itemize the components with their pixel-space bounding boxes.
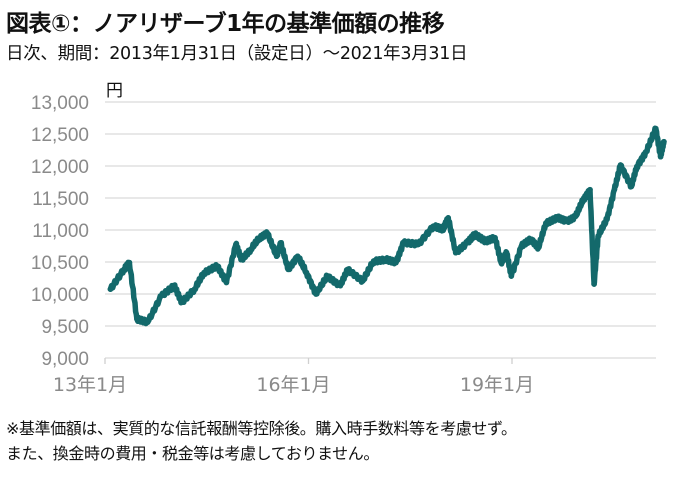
data-point [238, 256, 245, 263]
data-point [498, 259, 504, 266]
data-point [657, 153, 664, 160]
data-point [563, 218, 570, 225]
y-tick-label: 9,000 [41, 349, 89, 370]
data-point [178, 299, 185, 306]
data-point [294, 253, 301, 260]
data-point [126, 259, 133, 266]
data-point [580, 196, 587, 203]
data-point [277, 240, 284, 246]
data-point [359, 278, 366, 284]
data-point [617, 162, 624, 168]
data-point [248, 246, 254, 252]
data-point [324, 273, 331, 279]
y-tick-label: 12,500 [31, 125, 89, 146]
data-point [313, 291, 319, 297]
data-point [471, 231, 478, 238]
data-point [452, 249, 459, 256]
data-point [572, 213, 579, 220]
data-point [634, 163, 640, 170]
data-point [653, 125, 659, 132]
y-tick-label: 10,500 [31, 253, 89, 274]
x-tick-label: 16年1月 [256, 374, 330, 396]
data-point [273, 253, 280, 260]
data-point [400, 240, 407, 246]
data-point [191, 286, 198, 293]
data-point [171, 282, 177, 289]
data-point [492, 234, 498, 241]
data-point [440, 226, 446, 233]
data-point [345, 266, 351, 273]
data-point [587, 186, 593, 193]
data-point [256, 234, 263, 241]
data-point [604, 216, 610, 223]
data-point [518, 243, 525, 249]
y-tick-label: 10,000 [31, 285, 89, 306]
data-point [430, 223, 437, 229]
data-point [415, 241, 422, 248]
x-tick-label: 13年1月 [53, 374, 127, 396]
data-point [303, 269, 310, 276]
data-point [144, 319, 151, 325]
data-point [134, 316, 140, 322]
data-point [464, 240, 471, 246]
data-point [121, 266, 127, 273]
y-tick-label: 13,000 [31, 93, 89, 114]
data-point [508, 273, 515, 279]
data-point [611, 186, 618, 193]
data-point [643, 148, 650, 155]
data-point [393, 259, 399, 266]
y-axis-unit-label: 円 [106, 81, 123, 101]
y-tick-label: 9,500 [41, 317, 89, 338]
footnote-2: また、換金時の費用・税金等は考慮しておりません。 [6, 444, 379, 463]
data-point [482, 238, 489, 244]
data-point [591, 281, 597, 287]
chart-title: 図表①：ノアリザーブ1年の基準価額の推移 [6, 11, 445, 37]
data-point [201, 269, 207, 276]
data-point [503, 249, 510, 256]
data-point [264, 230, 270, 236]
data-point [628, 183, 635, 190]
data-point [661, 138, 667, 145]
chart-subtitle: 日次、期間：2013年1月31日（設定日）～2021年3月31日 [6, 44, 468, 64]
footnote-1: ※基準価額は、実質的な信託報酬等控除後。購入時手数料等を考慮せず。 [6, 419, 517, 438]
data-point [233, 241, 239, 248]
data-point [214, 263, 220, 269]
data-point [543, 220, 549, 226]
data-point [553, 215, 560, 221]
data-point [337, 282, 344, 289]
data-point [528, 236, 534, 243]
data-point [223, 279, 230, 286]
data-point [107, 286, 114, 293]
data-point [445, 215, 452, 221]
y-tick-label: 11,000 [32, 221, 89, 242]
y-tick-label: 12,000 [31, 157, 89, 178]
data-point [595, 233, 601, 239]
x-tick-label: 19年1月 [460, 374, 534, 396]
data-point [370, 258, 377, 264]
y-tick-label: 11,500 [32, 189, 89, 210]
data-point [285, 266, 291, 273]
data-point [382, 256, 388, 263]
data-point [158, 293, 165, 299]
data-point [535, 244, 542, 251]
